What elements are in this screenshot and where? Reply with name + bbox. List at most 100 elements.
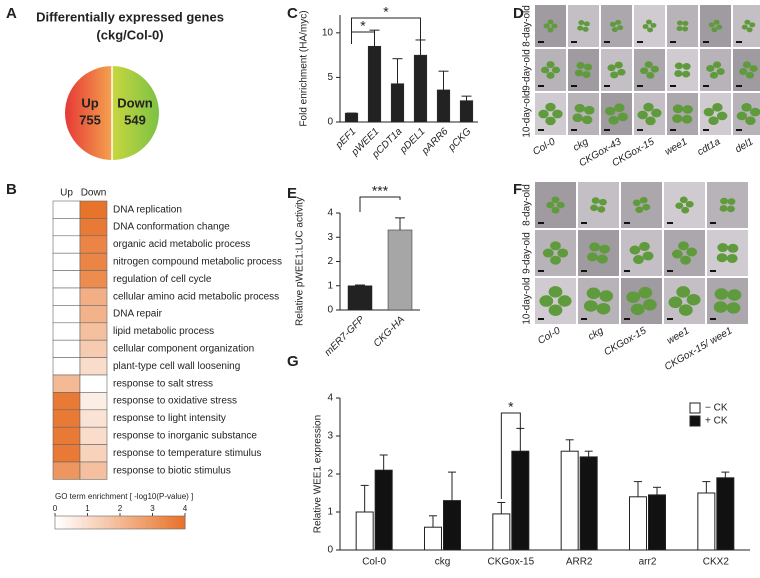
scale-bar — [604, 85, 610, 87]
panel-label: F — [513, 181, 522, 198]
row-label: response to biotic stimulus — [113, 465, 231, 476]
leaf — [671, 249, 683, 259]
colorbar-step — [146, 516, 150, 529]
y-tick-label: 4 — [327, 393, 333, 404]
leaf — [717, 243, 729, 253]
leaf — [546, 201, 555, 209]
x-tick-label: mER7-GFP — [323, 314, 368, 359]
colorbar-step — [58, 516, 62, 529]
significance-bracket — [500, 412, 521, 499]
x-tick-label: CKX2 — [703, 557, 730, 568]
scale-bar — [581, 270, 587, 272]
photo — [535, 5, 566, 47]
colorbar-step — [81, 516, 85, 529]
y-tick-label: 5 — [327, 72, 333, 83]
panel-label: D — [513, 5, 524, 22]
leaf — [586, 287, 601, 300]
scale-bar — [710, 222, 716, 224]
photo — [707, 278, 748, 324]
leaf — [713, 301, 728, 313]
y-tick-label: 10 — [322, 27, 334, 38]
colorbar-step — [123, 516, 127, 529]
leaf — [614, 103, 625, 113]
heat-cell — [52, 357, 81, 376]
panel-label: C — [287, 5, 298, 22]
up-count: 755 — [79, 112, 101, 127]
row-label: plant-type cell wall loosening — [113, 361, 240, 372]
column-label: Col-0 — [531, 136, 558, 158]
significance-bracket — [351, 31, 375, 44]
photo — [707, 182, 748, 228]
leaf — [642, 203, 651, 211]
colorbar-step — [94, 516, 98, 529]
significance: * — [360, 18, 366, 34]
x-tick-label: CKG-HA — [372, 314, 408, 350]
panel-label: G — [287, 353, 299, 370]
colorbar-step — [120, 516, 124, 529]
colorbar-tick-label: 2 — [118, 504, 123, 513]
leaf — [551, 196, 560, 204]
leaf — [582, 115, 593, 125]
bar — [413, 54, 428, 123]
scale-bar — [624, 270, 630, 272]
leaf — [539, 295, 554, 307]
row-label: response to salt stress — [113, 378, 213, 389]
leaf — [599, 290, 614, 302]
leaf — [639, 241, 650, 251]
photo — [535, 182, 576, 228]
leaf — [674, 62, 684, 70]
leaf — [630, 303, 645, 316]
scale-bar — [736, 41, 742, 43]
column-label: wee1 — [665, 325, 691, 346]
leaf — [682, 105, 693, 114]
leaf — [712, 61, 722, 69]
leaf — [617, 25, 624, 31]
y-tick-label: 3 — [327, 431, 333, 442]
leaf — [626, 291, 641, 303]
heat-cell — [52, 287, 81, 306]
bar — [716, 477, 735, 551]
colorbar-step — [172, 516, 176, 529]
bar — [344, 112, 359, 123]
scale-bar — [624, 222, 630, 224]
leaf — [543, 23, 550, 29]
leaf — [610, 71, 619, 79]
photo — [664, 230, 705, 276]
leaf — [572, 113, 583, 123]
panel-label: E — [287, 185, 297, 202]
photo — [568, 49, 599, 91]
scale-bar — [703, 85, 709, 87]
leaf — [574, 69, 584, 77]
up-label: Up — [81, 95, 98, 110]
bar — [560, 450, 579, 551]
leaf — [583, 300, 598, 312]
leaf — [551, 66, 561, 74]
photo — [621, 230, 662, 276]
leaf — [680, 255, 691, 265]
leaf — [550, 255, 561, 265]
leaf — [582, 71, 591, 79]
leaf — [547, 27, 554, 33]
photo — [578, 230, 619, 276]
y-axis-label: Relative WEE1 expression — [313, 415, 324, 533]
scale-bar — [581, 318, 587, 320]
y-tick-label: 0 — [327, 545, 333, 556]
heat-cell — [79, 305, 108, 324]
column-label: CKGox-15 — [602, 325, 648, 358]
leaf — [545, 116, 556, 126]
photo — [568, 93, 599, 135]
leaf — [686, 293, 701, 306]
leaf — [681, 70, 691, 78]
leaf — [742, 61, 752, 69]
colorbar-step — [152, 516, 157, 529]
y-tick-label: 2 — [327, 469, 333, 480]
bar — [648, 494, 666, 551]
y-tick-label: 4 — [327, 208, 333, 219]
row-label: response to temperature stimulus — [113, 448, 261, 459]
legend-label: − CK — [705, 403, 728, 414]
leaf — [598, 198, 607, 206]
heat-cell — [52, 374, 81, 393]
leaf — [642, 251, 654, 261]
leaf — [597, 206, 606, 213]
leaf — [727, 198, 736, 205]
